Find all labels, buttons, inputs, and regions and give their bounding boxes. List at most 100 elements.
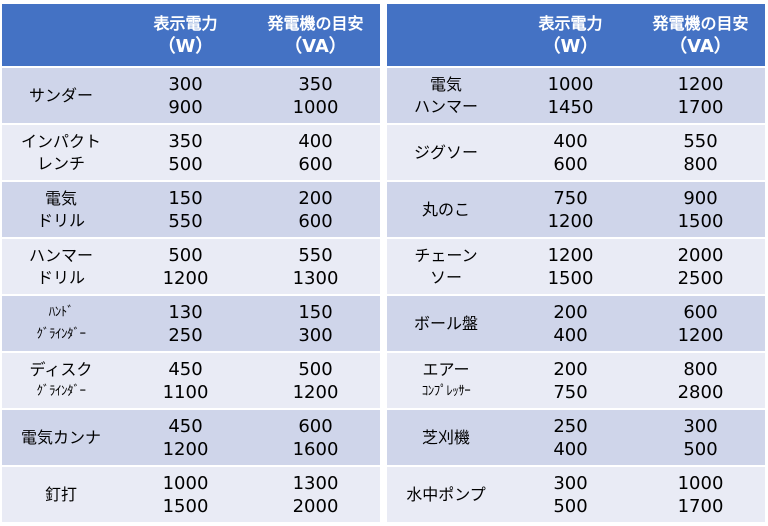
va-value: 150 [298, 301, 333, 323]
tool-name-line: 丸のこ [421, 199, 470, 219]
watt-cell: 250 400 [505, 408, 636, 466]
va-cell: 400 600 [251, 123, 380, 181]
tool-name-line: インパクト [20, 131, 101, 151]
header-va-unit: （VA） [669, 36, 732, 57]
watt-value: 1200 [547, 210, 594, 232]
tool-name-line: ｸﾞﾗｲﾝﾀﾞｰ [36, 383, 87, 399]
va-value: 900 [683, 187, 718, 209]
watt-value: 250 [553, 415, 588, 437]
header-va-label: 発電機の目安 [652, 14, 749, 33]
watt-cell: 500 1200 [120, 237, 251, 295]
table-row: ﾊﾝﾄﾞ ｸﾞﾗｲﾝﾀﾞｰ 130 250 150 300 [2, 294, 380, 352]
header-watt: 表示電力 （W） [505, 4, 636, 67]
va-value: 2500 [677, 267, 724, 289]
table-row: 丸のこ 750 1200 900 1500 [387, 180, 765, 238]
va-value: 2000 [677, 244, 724, 266]
power-table-right: 表示電力 （W） 発電機の目安 （VA） 電気 ハンマー 1000 1450 1200 1… [387, 4, 765, 522]
watt-value: 300 [553, 472, 588, 494]
watt-value: 1000 [162, 472, 209, 494]
tool-name-line: 芝刈機 [421, 427, 470, 447]
va-value: 550 [683, 130, 718, 152]
header-watt-unit: （W） [542, 36, 599, 57]
va-value: 800 [683, 153, 718, 175]
watt-value: 130 [168, 301, 203, 323]
watt-value: 1100 [162, 381, 209, 403]
table-row: ハンマー ドリル 500 1200 550 1300 [2, 237, 380, 295]
tool-name-line: ジグソー [413, 142, 478, 162]
watt-value: 500 [168, 244, 203, 266]
table-row: 芝刈機 250 400 300 500 [387, 408, 765, 466]
va-value: 1300 [292, 472, 339, 494]
watt-cell: 150 550 [120, 180, 251, 238]
table-row: 水中ポンプ 300 500 1000 1700 [387, 465, 765, 522]
tool-cell: 電気カンナ [2, 408, 120, 466]
tool-name-line: ドリル [36, 267, 85, 287]
va-cell: 600 1200 [636, 294, 765, 352]
tool-cell: ジグソー [387, 123, 505, 181]
tool-cell: サンダー [2, 66, 120, 124]
va-cell: 800 2800 [636, 351, 765, 409]
watt-cell: 1000 1450 [505, 66, 636, 124]
header-tool [387, 4, 505, 67]
va-value: 400 [298, 130, 333, 152]
tool-name-line: 水中ポンプ [406, 484, 486, 504]
va-value: 550 [298, 244, 333, 266]
table-row: ディスク ｸﾞﾗｲﾝﾀﾞｰ 450 1100 500 1200 [2, 351, 380, 409]
tool-name-line: ｺﾝﾌﾟﾚｯｻｰ [421, 383, 471, 399]
tool-name-line: エアー [422, 359, 470, 379]
watt-cell: 300 900 [120, 66, 251, 124]
watt-value: 1000 [547, 73, 594, 95]
watt-value: 750 [553, 381, 588, 403]
va-value: 1200 [677, 324, 724, 346]
watt-cell: 450 1200 [120, 408, 251, 466]
va-value: 1300 [292, 267, 339, 289]
watt-value: 300 [168, 73, 203, 95]
tool-name-line: サンダー [28, 85, 93, 105]
tool-cell: 電気 ハンマー [387, 66, 505, 124]
watt-value: 350 [168, 130, 203, 152]
header-va: 発電機の目安 （VA） [636, 4, 765, 67]
watt-value: 500 [553, 495, 588, 517]
va-value: 200 [298, 187, 333, 209]
tool-cell: ボール盤 [387, 294, 505, 352]
header-tool [2, 4, 120, 67]
watt-value: 1500 [547, 267, 594, 289]
table-row: ボール盤 200 400 600 1200 [387, 294, 765, 352]
va-value: 600 [298, 210, 333, 232]
watt-value: 450 [168, 358, 203, 380]
tool-name-line: ハンマー [413, 96, 478, 116]
watt-value: 1200 [547, 244, 594, 266]
va-cell: 1000 1700 [636, 465, 765, 522]
watt-cell: 400 600 [505, 123, 636, 181]
tool-name-line: チェーン [414, 245, 478, 265]
va-value: 350 [298, 73, 333, 95]
va-value: 500 [683, 438, 718, 460]
watt-value: 200 [553, 301, 588, 323]
watt-cell: 130 250 [120, 294, 251, 352]
va-value: 1200 [292, 381, 339, 403]
table-row: サンダー 300 900 350 1000 [2, 66, 380, 124]
watt-cell: 1200 1500 [505, 237, 636, 295]
va-cell: 1200 1700 [636, 66, 765, 124]
va-value: 500 [298, 358, 333, 380]
tool-name-line: 釘打 [44, 484, 77, 504]
watt-value: 450 [168, 415, 203, 437]
watt-value: 1200 [162, 438, 209, 460]
watt-value: 1500 [162, 495, 209, 517]
watt-value: 1200 [162, 267, 209, 289]
va-value: 600 [298, 153, 333, 175]
tool-name-line: レンチ [36, 153, 85, 173]
watt-value: 500 [168, 153, 203, 175]
header-watt-label: 表示電力 [538, 14, 603, 33]
table-row: 釘打 1000 1500 1300 2000 [2, 465, 380, 522]
header-watt: 表示電力 （W） [120, 4, 251, 67]
watt-value: 750 [553, 187, 588, 209]
watt-value: 200 [553, 358, 588, 380]
watt-value: 550 [168, 210, 203, 232]
header-row: 表示電力 （W） 発電機の目安 （VA） [2, 4, 380, 67]
va-value: 600 [298, 415, 333, 437]
va-cell: 550 1300 [251, 237, 380, 295]
header-watt-label: 表示電力 [153, 14, 218, 33]
va-cell: 1300 2000 [251, 465, 380, 522]
watt-cell: 200 750 [505, 351, 636, 409]
